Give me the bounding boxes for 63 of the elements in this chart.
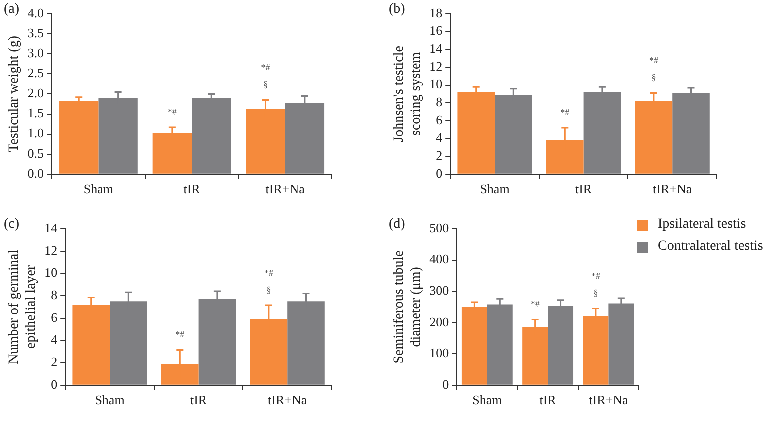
y-tick-label: 10: [44, 265, 58, 280]
y-tick-label: 0: [51, 376, 58, 392]
x-tick-label: tIR: [190, 392, 208, 408]
y-tick-label: 3.5: [28, 25, 44, 40]
chart-title: (d): [389, 217, 406, 233]
y-tick-label: 16: [430, 23, 444, 38]
y-tick-label: 2.0: [28, 86, 44, 101]
y-tick-label: 6: [436, 112, 444, 128]
y-tick-label: 100: [430, 346, 450, 361]
x-tick-label: tIR+Na: [266, 182, 306, 197]
y-tick-label: 12: [44, 242, 58, 258]
x-tick-label: tIR+Na: [589, 392, 628, 408]
y-tick-label: 3.0: [28, 46, 44, 61]
y-tick-label: 2: [436, 148, 443, 163]
x-tick-label: Sham: [95, 392, 125, 408]
y-tick-label: 0.5: [28, 146, 44, 161]
y-tick-label: 4: [436, 130, 444, 146]
x-tick-label: Sham: [472, 392, 502, 408]
y-tick-label: 6: [51, 310, 58, 325]
y-tick-label: 10: [430, 76, 443, 92]
annotation: *# §: [591, 271, 601, 298]
y-tick-label: 1.0: [28, 126, 44, 141]
x-tick-label: tIR: [184, 182, 201, 197]
y-tick-label: 18: [430, 5, 443, 20]
y-tick-label: 14: [44, 220, 58, 236]
y-tick-label: 4.0: [28, 5, 44, 20]
y-tick-label: 400: [430, 252, 450, 267]
y-tick-label: 300: [430, 282, 450, 298]
y-tick-label: 8: [436, 94, 443, 110]
annotation: *# §: [264, 268, 274, 295]
chart-title: (c): [4, 217, 20, 233]
legend-label: Ipsilateral testis: [658, 217, 746, 233]
y-tick-label: 2.5: [28, 66, 44, 81]
y-tick-label: 1.5: [28, 106, 44, 121]
y-tick-label: 0: [436, 166, 443, 181]
legend-label: Contralateral testis: [658, 239, 764, 255]
y-axis-title: Number of germinal epithelial layer: [7, 250, 39, 364]
x-tick-label: tIR: [575, 182, 592, 197]
y-tick-label: 0.0: [28, 166, 44, 181]
x-tick-label: Sham: [84, 182, 114, 197]
annotation: *#: [168, 106, 178, 117]
y-tick-label: 200: [430, 314, 450, 330]
annotation: *#: [560, 107, 570, 118]
y-axis-title: Seminiferous tubule diameter (μm): [392, 250, 424, 364]
y-tick-label: 500: [430, 220, 450, 236]
x-tick-label: tIR: [540, 392, 557, 408]
y-tick-label: 12: [430, 58, 443, 74]
annotation: *#: [530, 299, 540, 310]
x-tick-label: tIR+Na: [653, 182, 692, 197]
annotation: *# §: [261, 62, 271, 90]
annotation: *# §: [649, 56, 659, 83]
y-tick-label: 4: [51, 332, 58, 348]
chart-title: (b): [389, 2, 406, 18]
x-tick-label: tIR+Na: [268, 392, 308, 408]
y-tick-label: 2: [51, 354, 58, 370]
y-tick-label: 0: [442, 376, 450, 392]
y-axis-title: Testicular weight (g): [7, 36, 22, 152]
y-axis-title: Johnsen's testicle scoring system: [392, 46, 424, 142]
x-tick-label: Sham: [480, 182, 510, 197]
y-tick-label: 14: [430, 41, 444, 56]
y-tick-label: 8: [51, 287, 58, 302]
annotation: *#: [176, 330, 186, 340]
chart-title: (a): [4, 2, 20, 18]
